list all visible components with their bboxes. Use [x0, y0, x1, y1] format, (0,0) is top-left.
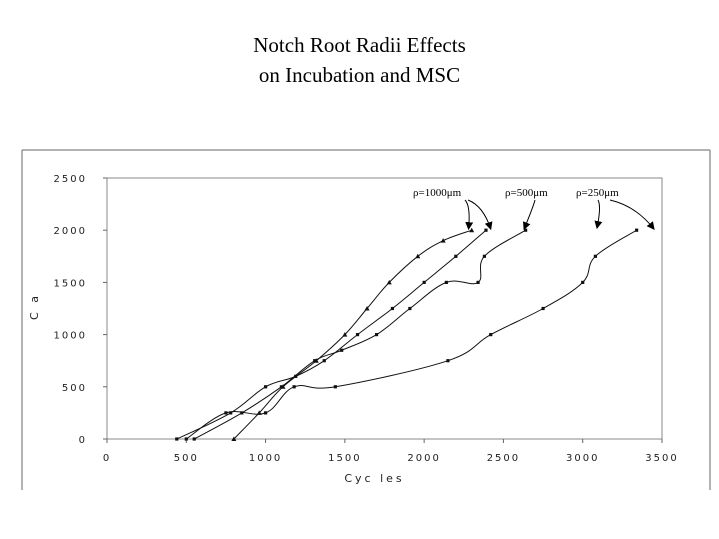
- annotation-arrow: [609, 199, 655, 230]
- series-1-point: [440, 238, 446, 243]
- series-4-point: [541, 306, 545, 311]
- series-line-1: [233, 229, 472, 440]
- annotation-label: ρ=1000μm: [413, 187, 462, 199]
- series-3-point: [444, 280, 448, 284]
- x-tick-label: 500: [174, 453, 199, 464]
- series-3-point: [340, 348, 344, 352]
- chart-frame: [21, 149, 711, 490]
- series-4-point: [184, 437, 188, 441]
- annotation-arrow: [522, 199, 536, 231]
- x-tick-label: 2500: [487, 453, 520, 464]
- title-line-1: Notch Root Radii Effects: [253, 33, 466, 57]
- series-4-point: [292, 385, 296, 389]
- series-2-point: [263, 385, 268, 389]
- y-tick-label: 500: [62, 383, 87, 394]
- series-3-point: [374, 333, 379, 337]
- chart-annotations: ρ=1000μm ρ=500μm ρ=250μm: [413, 187, 655, 231]
- x-tick-label: 0: [103, 453, 111, 464]
- x-tick-label: 3500: [645, 453, 678, 464]
- series-2-point: [355, 333, 360, 337]
- annotation-arrow: [464, 199, 474, 231]
- series-3-point: [192, 437, 196, 441]
- x-tick-label: 1000: [249, 453, 282, 464]
- series-2-point: [422, 280, 426, 284]
- series-2-point: [175, 437, 179, 441]
- series-2-point: [229, 411, 233, 415]
- series-2-point: [390, 306, 395, 311]
- y-tick-label: 1500: [54, 278, 87, 289]
- series-2-point: [454, 254, 458, 258]
- x-tick-label: 1500: [328, 453, 361, 464]
- series-1-point: [231, 436, 237, 441]
- series-1-point: [342, 332, 348, 337]
- series-4-point: [489, 333, 493, 337]
- x-axis-label: Cyc les: [344, 472, 404, 485]
- annotation-label: ρ=250μm: [576, 187, 619, 199]
- series-1-point: [415, 253, 421, 259]
- y-tick-label: 2000: [54, 226, 87, 237]
- series-4-point: [581, 280, 585, 284]
- page-title: Notch Root Radii Effects on Incubation a…: [0, 30, 719, 90]
- series-3-point: [313, 359, 317, 363]
- series-4-point: [593, 254, 597, 258]
- y-axis-label: C a: [28, 293, 41, 320]
- series-1-point: [386, 279, 392, 285]
- x-tick-label: 3000: [566, 453, 599, 464]
- series-4-point: [635, 228, 639, 232]
- series-3-point: [279, 385, 284, 389]
- y-tick-label: 0: [79, 435, 87, 446]
- series-2-point: [294, 374, 298, 378]
- series-3-point: [476, 280, 480, 284]
- plot-area: [106, 177, 663, 440]
- annotation-arrow: [594, 199, 603, 230]
- y-tick-label: 1000: [54, 331, 87, 342]
- series-3-point: [240, 411, 244, 415]
- series-3-point: [408, 306, 412, 311]
- series-4-point: [263, 411, 268, 415]
- series-4-point: [333, 385, 337, 389]
- series-2-point: [484, 228, 488, 232]
- series-line-3: [193, 229, 526, 440]
- series-line-4: [186, 229, 637, 440]
- series-line-2: [176, 229, 487, 440]
- title-line-2: on Incubation and MSC: [258, 63, 461, 87]
- series-1-point: [364, 306, 370, 311]
- annotation-arrow: [467, 199, 493, 231]
- series-1-point: [469, 227, 475, 233]
- series-2-point: [322, 359, 326, 363]
- series-4-point: [446, 359, 450, 363]
- annotation-label: ρ=500μm: [505, 187, 548, 199]
- series-3-point: [482, 254, 486, 258]
- x-tick-label: 2000: [407, 453, 440, 464]
- chart-series: [175, 227, 639, 441]
- series-4-point: [224, 411, 228, 415]
- chart-axes: 0 500 1000 1500 2000 2500 3000 3500 0 500 1000 1500…: [28, 174, 678, 485]
- series-3-point: [524, 228, 528, 232]
- y-tick-label: 2500: [54, 174, 87, 185]
